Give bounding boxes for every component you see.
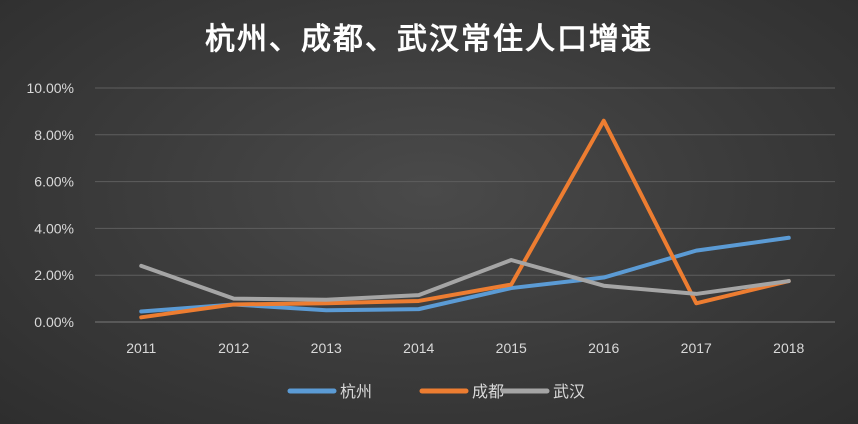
x-axis: 2011 2012 2013 2014 2015 2016 2017 2018 — [126, 340, 804, 356]
data-point — [510, 287, 512, 289]
data-point — [418, 294, 420, 296]
data-point — [140, 310, 142, 312]
data-point — [788, 280, 790, 282]
data-point — [695, 250, 697, 252]
data-point — [695, 293, 697, 295]
legend-label: 成都 — [472, 382, 504, 401]
y-tick-label: 6.00% — [34, 174, 74, 190]
y-tick-label: 8.00% — [34, 127, 74, 143]
x-tick-label: 2015 — [496, 340, 527, 356]
data-point — [233, 298, 235, 300]
legend: 杭州 成都 武汉 — [287, 382, 585, 401]
data-point — [603, 285, 605, 287]
data-point — [603, 120, 605, 122]
series-line — [139, 118, 791, 320]
data-point — [140, 265, 142, 267]
y-tick-label: 10.00% — [27, 80, 74, 96]
y-tick-label: 4.00% — [34, 220, 74, 236]
data-point — [603, 277, 605, 279]
data-point — [325, 299, 327, 301]
x-tick-label: 2018 — [773, 340, 804, 356]
x-tick-label: 2014 — [403, 340, 434, 356]
gridlines — [95, 87, 835, 323]
series-lines — [139, 118, 791, 320]
y-tick-label: 0.00% — [34, 314, 74, 330]
series-line — [139, 257, 791, 302]
chart-title: 杭州、成都、武汉常住人口增速 — [205, 22, 653, 57]
x-tick-label: 2016 — [588, 340, 619, 356]
data-point — [788, 237, 790, 239]
data-point — [233, 303, 235, 305]
legend-label: 武汉 — [553, 382, 585, 401]
x-tick-label: 2013 — [311, 340, 342, 356]
x-tick-label: 2011 — [126, 340, 156, 356]
data-point — [418, 308, 420, 310]
y-tick-label: 2.00% — [34, 267, 74, 283]
legend-label: 杭州 — [340, 382, 372, 401]
data-point — [418, 300, 420, 302]
x-tick-label: 2012 — [218, 340, 249, 356]
data-point — [325, 309, 327, 311]
data-point — [510, 259, 512, 261]
y-axis: 0.00% 2.00% 4.00% 6.00% 8.00% 10.00% — [27, 80, 74, 330]
data-point — [510, 284, 512, 286]
data-point — [325, 302, 327, 304]
x-tick-label: 2017 — [681, 340, 712, 356]
data-point — [140, 316, 142, 318]
data-point — [695, 302, 697, 304]
